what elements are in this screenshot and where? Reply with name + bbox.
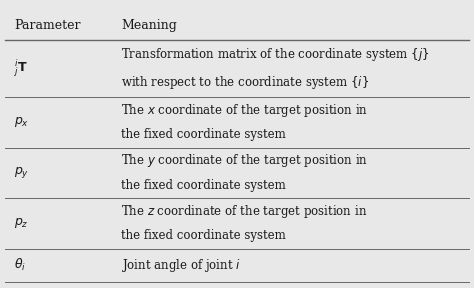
Text: the fixed coordinate system: the fixed coordinate system [121, 128, 286, 141]
Text: $p_{x}$: $p_{x}$ [14, 115, 29, 130]
Text: with respect to the coordinate system $\{i\}$: with respect to the coordinate system $\… [121, 74, 369, 91]
Text: $p_{y}$: $p_{y}$ [14, 165, 29, 181]
Text: $^{i}_{j}\mathbf{T}$: $^{i}_{j}\mathbf{T}$ [14, 58, 28, 79]
Text: Meaning: Meaning [121, 19, 177, 32]
Text: the fixed coordinate system: the fixed coordinate system [121, 179, 286, 192]
Text: Transformation matrix of the coordinate system $\{j\}$: Transformation matrix of the coordinate … [121, 46, 429, 63]
Text: the fixed coordinate system: the fixed coordinate system [121, 229, 286, 242]
Text: Parameter: Parameter [14, 19, 81, 32]
Text: $\theta_{i}$: $\theta_{i}$ [14, 257, 26, 274]
Text: The $z$ coordinate of the target position in: The $z$ coordinate of the target positio… [121, 203, 367, 220]
Text: The $y$ coordinate of the target position in: The $y$ coordinate of the target positio… [121, 152, 368, 169]
Text: Joint angle of joint $i$: Joint angle of joint $i$ [121, 257, 241, 274]
Text: $p_{z}$: $p_{z}$ [14, 216, 29, 230]
Text: The $x$ coordinate of the target position in: The $x$ coordinate of the target positio… [121, 102, 368, 119]
